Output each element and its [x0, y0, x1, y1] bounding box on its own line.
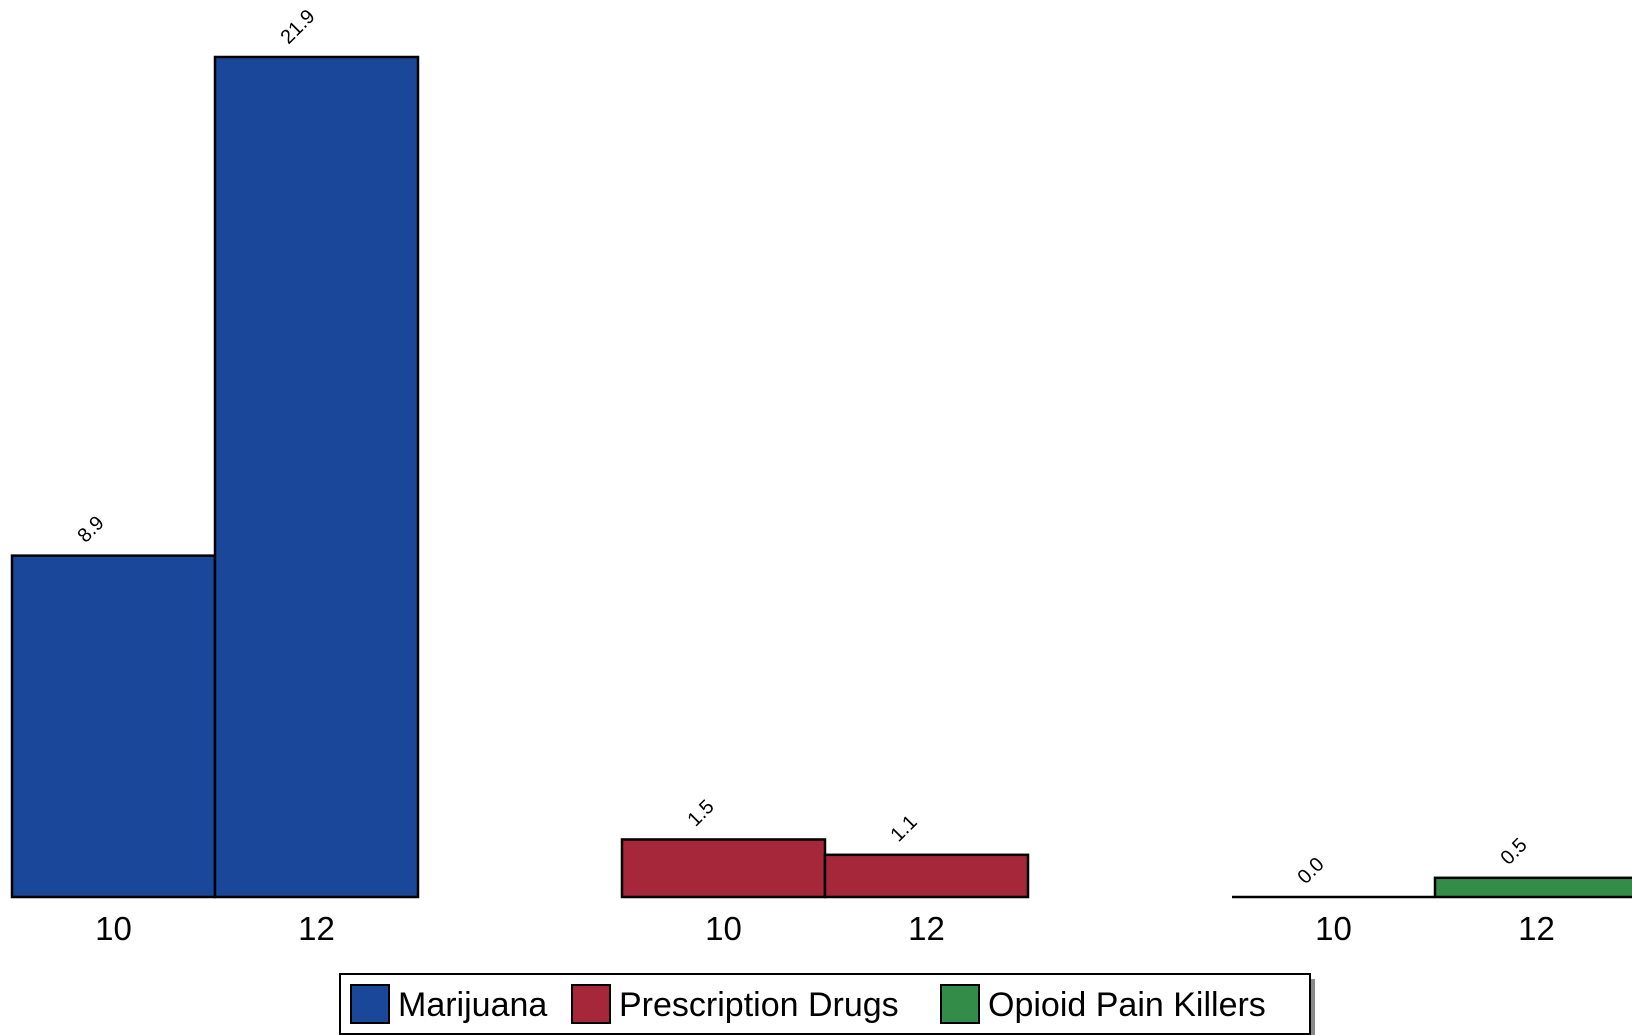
data-label: 21.9 — [276, 5, 319, 48]
x-tick-labels: 10 12 10 12 10 12 — [95, 910, 1555, 947]
legend-swatch — [571, 984, 611, 1024]
legend: Marijuana Prescription Drugs Opioid Pain K… — [339, 973, 1315, 1035]
bar-marijuana-12 — [213, 55, 420, 899]
x-tick-label: 12 — [908, 910, 945, 947]
x-tick-label: 10 — [705, 910, 742, 947]
bar-marijuana-10 — [10, 554, 217, 899]
bar-prescription-drugs-12 — [823, 853, 1030, 899]
data-label: 0.5 — [1496, 834, 1531, 869]
bar-opioid-pain-killers-12 — [1433, 876, 1632, 899]
legend-label: Opioid Pain Killers — [988, 986, 1266, 1024]
bar-prescription-drugs-10 — [620, 838, 827, 899]
legend-box — [339, 973, 1311, 1035]
legend-swatch — [940, 984, 980, 1024]
legend-label: Marijuana — [398, 986, 547, 1024]
data-label: 1.1 — [886, 811, 921, 846]
legend-label: Prescription Drugs — [619, 986, 899, 1024]
data-label: 8.9 — [73, 512, 108, 547]
x-tick-label: 12 — [298, 910, 335, 947]
x-tick-label: 10 — [95, 910, 132, 947]
bars — [10, 55, 1632, 899]
legend-swatch — [350, 984, 390, 1024]
data-label: 0.0 — [1293, 853, 1328, 888]
data-label: 1.5 — [683, 796, 718, 831]
x-tick-label: 12 — [1518, 910, 1555, 947]
x-tick-label: 10 — [1315, 910, 1352, 947]
